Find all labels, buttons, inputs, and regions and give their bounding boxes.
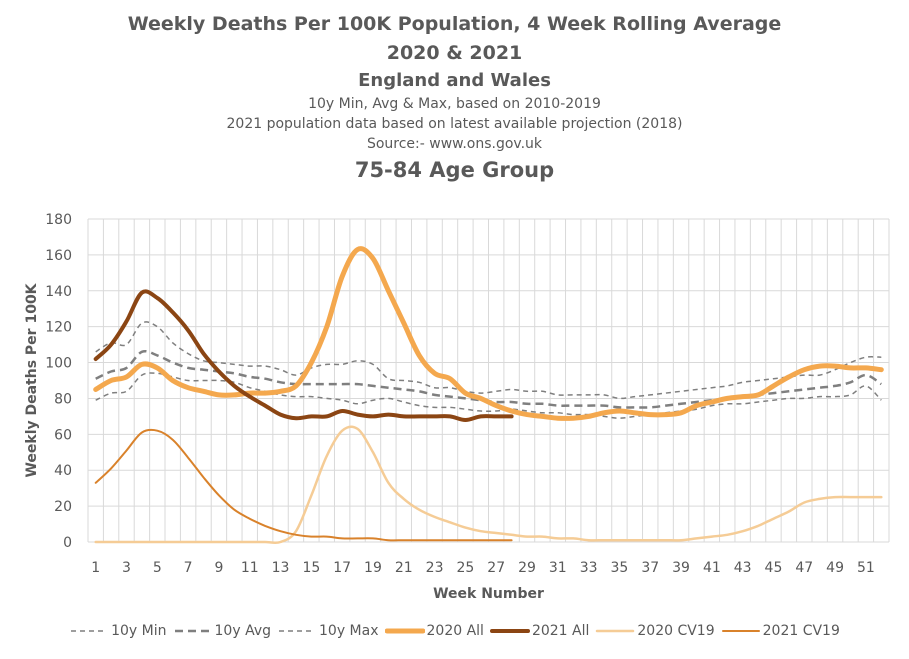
series-line-2021-all — [93, 289, 514, 422]
x-tick-label: 33 — [580, 560, 598, 576]
y-tick-label: 100 — [45, 356, 72, 372]
y-tick-label: 140 — [45, 284, 72, 300]
y-tick-label: 80 — [54, 391, 72, 407]
legend-item: 2021 CV19 — [721, 623, 840, 639]
x-tick-label: 19 — [364, 560, 382, 576]
legend-label: 10y Min — [111, 623, 167, 639]
x-tick-label: 9 — [214, 560, 223, 576]
legend-label: 2021 All — [531, 623, 590, 639]
legend-label: 10y Max — [319, 623, 379, 639]
x-tick-label: 13 — [272, 560, 290, 576]
legend-swatch — [384, 628, 425, 634]
legend-item: 10y Min — [69, 623, 167, 639]
x-tick-label: 37 — [641, 560, 659, 576]
x-tick-label: 5 — [153, 560, 162, 576]
x-tick-label: 11 — [241, 560, 259, 576]
x-tick-label: 23 — [426, 560, 444, 576]
legend-item: 10y Avg — [173, 623, 271, 639]
series-line-10y-min — [95, 372, 882, 419]
y-tick-label: 180 — [45, 212, 72, 228]
chart-region: England and Wales — [358, 70, 551, 91]
y-tick-label: 0 — [63, 535, 72, 551]
chart-source: Source:- www.ons.gov.uk — [366, 136, 543, 152]
series-lines — [93, 246, 884, 545]
x-tick-label: 51 — [857, 560, 875, 576]
legend-item: 2020 All — [384, 623, 484, 639]
x-tick-label: 15 — [302, 560, 320, 576]
x-tick-label: 21 — [395, 560, 413, 576]
x-tick-label: 35 — [611, 560, 629, 576]
x-tick-label: 41 — [703, 560, 721, 576]
chart-subtitle-1: 10y Min, Avg & Max, based on 2010-2019 — [308, 96, 601, 112]
legend-swatch — [596, 629, 635, 633]
series-line-2020-all — [93, 246, 884, 421]
legend-item: 2020 CV19 — [595, 623, 715, 639]
chart-age-group: 75-84 Age Group — [354, 158, 555, 182]
x-tick-label: 27 — [487, 560, 505, 576]
legend-label: 2020 All — [426, 623, 484, 639]
chart-subtitle-2: 2021 population data based on latest ava… — [226, 116, 683, 132]
legend-swatch — [721, 630, 760, 632]
x-tick-label: 25 — [456, 560, 474, 576]
gridlines — [87, 218, 890, 543]
y-axis-label: Weekly Deaths Per 100K — [24, 282, 40, 477]
chart-title-years: 2020 & 2021 — [386, 42, 523, 64]
series-line-2021-cv19 — [94, 428, 513, 542]
legend-swatch — [489, 629, 530, 633]
x-tick-labels: 1 3 5 7 9 11 13 15 17 19 21 23 25 27 29 31 33 35 37 39 41 43 4… — [91, 560, 875, 576]
x-tick-label: 29 — [518, 560, 536, 576]
x-tick-label: 17 — [333, 560, 351, 576]
legend-swatch — [174, 629, 211, 633]
y-tick-label: 40 — [54, 463, 72, 479]
x-tick-label: 39 — [672, 560, 690, 576]
series-line-10y-max — [95, 321, 882, 400]
y-tick-label: 20 — [54, 499, 72, 515]
legend-label: 2020 CV19 — [637, 623, 715, 639]
legend-label: 10y Avg — [214, 623, 271, 639]
legend-label: 2021 CV19 — [762, 623, 840, 639]
x-tick-label: 49 — [826, 560, 844, 576]
x-tick-label: 45 — [765, 560, 783, 576]
series-line-2020-cv19 — [94, 425, 883, 545]
y-tick-label: 160 — [45, 248, 72, 264]
x-axis-label: Week Number — [433, 586, 544, 602]
legend-item: 10y Max — [277, 623, 379, 639]
x-tick-label: 1 — [91, 560, 100, 576]
legend-swatch — [279, 630, 315, 632]
chart-titles: Weekly Deaths Per 100K Population, 4 Wee… — [0, 10, 909, 186]
chart-title: Weekly Deaths Per 100K Population, 4 Wee… — [127, 13, 782, 35]
x-tick-label: 3 — [122, 560, 131, 576]
legend-item: 2021 All — [489, 623, 590, 639]
x-tick-label: 43 — [734, 560, 752, 576]
y-tick-label: 60 — [54, 427, 72, 443]
y-tick-label: 120 — [45, 320, 72, 336]
y-tick-labels: 0 20 40 60 80 100 120 140 160 180 — [45, 212, 72, 551]
legend-swatch — [71, 630, 108, 632]
chart-legend: 10y Min 10y Avg 10y Max 2020 All 2021 All 202… — [0, 623, 909, 639]
x-tick-label: 7 — [184, 560, 193, 576]
x-tick-label: 31 — [549, 560, 567, 576]
x-tick-label: 47 — [795, 560, 813, 576]
